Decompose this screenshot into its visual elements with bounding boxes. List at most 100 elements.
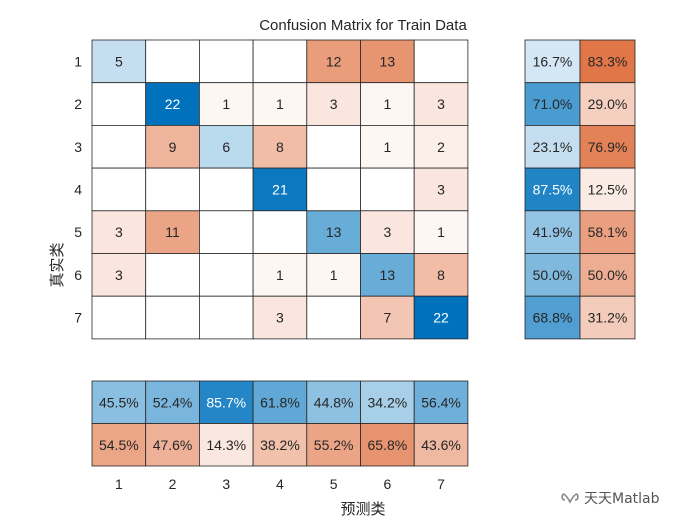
matrix-cell-r6-c6-label: 13 xyxy=(380,267,396,283)
matrix-cell-r6-c7 xyxy=(413,253,469,297)
matrix-cell-r4-c3 xyxy=(198,167,254,212)
row-summary-correct-4-label: 87.5% xyxy=(533,181,573,197)
matrix-cell-r4-c4-label: 21 xyxy=(272,181,288,197)
matrix-cell-r7-c5 xyxy=(306,295,361,340)
row-summary-incorrect-3-label: 76.9% xyxy=(588,139,628,155)
col-summary-incorrect-1 xyxy=(91,423,147,467)
row-tick-3: 3 xyxy=(74,139,82,155)
matrix-cell-r1-c6 xyxy=(360,39,415,84)
row-summary-correct-5-label: 41.9% xyxy=(533,224,573,240)
col-summary-correct-5-label: 44.8% xyxy=(314,394,354,410)
matrix-cell-r4-c7 xyxy=(413,167,469,212)
col-summary-incorrect-5-label: 55.2% xyxy=(314,437,354,453)
matrix-cell-r5-c5 xyxy=(306,210,361,254)
matrix-cell-r6-c2 xyxy=(145,253,200,297)
matrix-cell-r5-c7-label: 1 xyxy=(437,224,445,240)
matrix-cell-r6-c3 xyxy=(198,253,254,297)
matrix-cell-r5-c6 xyxy=(360,210,415,254)
row-summary-incorrect-4 xyxy=(579,167,636,212)
col-tick-2: 2 xyxy=(169,476,177,492)
matrix-cell-r6-c6 xyxy=(360,253,415,297)
row-summary-incorrect-1 xyxy=(579,39,636,84)
col-summary-correct-6 xyxy=(360,380,415,424)
row-tick-6: 6 xyxy=(74,267,82,283)
col-summary-correct-4-label: 61.8% xyxy=(260,394,300,410)
matrix-cell-r5-c4 xyxy=(252,210,308,254)
col-tick-5: 5 xyxy=(330,476,338,492)
row-tick-4: 4 xyxy=(74,181,82,197)
matrix-cell-r3-c4-label: 8 xyxy=(276,139,284,155)
col-summary-correct-2-label: 52.4% xyxy=(153,394,193,410)
matrix-cell-r3-c2 xyxy=(145,125,200,169)
col-summary-correct-7-label: 56.4% xyxy=(421,394,461,410)
col-summary-incorrect-5 xyxy=(306,423,361,467)
row-summary-incorrect-1-label: 83.3% xyxy=(588,53,628,69)
col-summary-incorrect-3 xyxy=(198,423,254,467)
matrix-cell-r7-c1 xyxy=(91,295,147,340)
matrix-cell-r6-c1 xyxy=(91,253,147,297)
col-summary-incorrect-7 xyxy=(413,423,469,467)
matrix-cell-r1-c1-label: 5 xyxy=(115,53,123,69)
matrix-cell-r6-c4 xyxy=(252,253,308,297)
col-summary-correct-2 xyxy=(145,380,200,424)
matrix-cell-r2-c6 xyxy=(360,82,415,126)
matrix-cell-r7-c6-label: 7 xyxy=(383,310,391,326)
col-tick-4: 4 xyxy=(276,476,284,492)
matrix-cell-r7-c4-label: 3 xyxy=(276,310,284,326)
col-summary-correct-1-label: 45.5% xyxy=(99,394,139,410)
matrix-cell-r3-c7-label: 2 xyxy=(437,139,445,155)
matrix-cell-r7-c7-label: 22 xyxy=(433,310,449,326)
row-summary-correct-4 xyxy=(524,167,581,212)
matrix-cell-r5-c1-label: 3 xyxy=(115,224,123,240)
matrix-cell-r1-c2 xyxy=(145,39,200,84)
matrix-cell-r2-c4 xyxy=(252,82,308,126)
matrix-cell-r4-c7-label: 3 xyxy=(437,181,445,197)
matrix-cell-r5-c6-label: 3 xyxy=(383,224,391,240)
col-summary-incorrect-2-label: 47.6% xyxy=(153,437,193,453)
col-summary-incorrect-4 xyxy=(252,423,308,467)
row-summary-correct-6-label: 50.0% xyxy=(533,267,573,283)
matrix-cell-r7-c6 xyxy=(360,295,415,340)
matrix-cell-r5-c7 xyxy=(413,210,469,254)
col-summary-incorrect-4-label: 38.2% xyxy=(260,437,300,453)
column-summary-grid: 45.5% 54.5% 52.4% 47.6% 85.7% 14.3% 61.8% 38.2%… xyxy=(91,380,469,467)
matrix-cell-r1-c3 xyxy=(198,39,254,84)
col-summary-correct-4 xyxy=(252,380,308,424)
matrix-cell-r2-c4-label: 1 xyxy=(276,96,284,112)
matrix-cell-r2-c6-label: 1 xyxy=(383,96,391,112)
col-tick-3: 3 xyxy=(222,476,230,492)
row-tick-2: 2 xyxy=(74,96,82,112)
matrix-cell-r1-c5-label: 12 xyxy=(326,53,342,69)
matrix-cell-r7-c3 xyxy=(198,295,254,340)
row-summary-correct-7-label: 68.8% xyxy=(533,310,573,326)
matrix-cell-r4-c1 xyxy=(91,167,147,212)
matrix-cell-r5-c2-label: 11 xyxy=(165,224,180,240)
col-summary-correct-3-label: 85.7% xyxy=(206,394,246,410)
matrix-cell-r3-c5 xyxy=(306,125,361,169)
row-summary-correct-3-label: 23.1% xyxy=(533,139,573,155)
row-summary-incorrect-7 xyxy=(579,295,636,340)
matrix-cell-r3-c6-label: 1 xyxy=(383,139,391,155)
col-summary-incorrect-3-label: 14.3% xyxy=(206,437,246,453)
matrix-cell-r4-c2 xyxy=(145,167,200,212)
wechat-channel-icon xyxy=(561,493,579,504)
matrix-cell-r6-c1-label: 3 xyxy=(115,267,123,283)
col-summary-incorrect-2 xyxy=(145,423,200,467)
col-summary-incorrect-6 xyxy=(360,423,415,467)
matrix-cell-r1-c4 xyxy=(252,39,308,84)
matrix-cell-r2-c1 xyxy=(91,82,147,126)
row-summary-correct-1-label: 16.7% xyxy=(533,53,573,69)
row-summary-incorrect-7-label: 31.2% xyxy=(588,310,628,326)
watermark-text: 天天Matlab xyxy=(584,491,660,507)
matrix-cell-r7-c7 xyxy=(413,295,469,340)
col-tick-1: 1 xyxy=(115,476,123,492)
col-summary-correct-6-label: 34.2% xyxy=(367,394,407,410)
row-summary-incorrect-5-label: 58.1% xyxy=(588,224,628,240)
matrix-cell-r5-c5-label: 13 xyxy=(326,224,342,240)
row-tick-7: 7 xyxy=(74,310,82,326)
col-summary-incorrect-7-label: 43.6% xyxy=(421,437,461,453)
matrix-cell-r5-c2 xyxy=(145,210,200,254)
matrix-cell-r1-c7 xyxy=(413,39,469,84)
matrix-cell-r2-c2-label: 22 xyxy=(165,96,181,112)
